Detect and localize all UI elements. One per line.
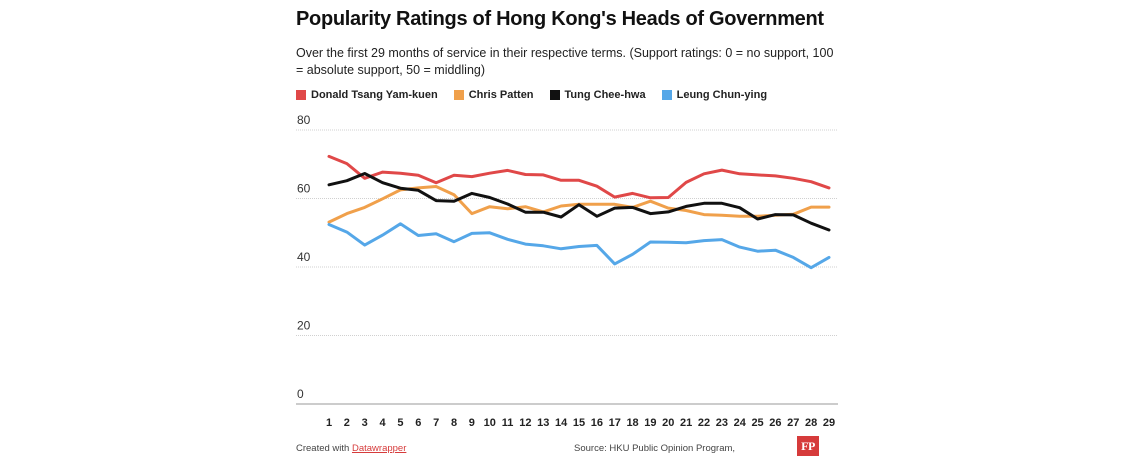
x-tick-label-7: 7 bbox=[433, 417, 439, 429]
x-tick-label-3: 3 bbox=[362, 417, 368, 429]
legend-label-tung-chee-hwa: Tung Chee-hwa bbox=[564, 89, 646, 101]
x-tick-label-9: 9 bbox=[469, 417, 475, 429]
x-tick-label-24: 24 bbox=[734, 417, 747, 429]
legend-swatch-tung-chee-hwa bbox=[549, 90, 560, 100]
x-tick-label-2: 2 bbox=[344, 417, 350, 429]
x-tick-label-19: 19 bbox=[644, 417, 656, 429]
x-tick-label-11: 11 bbox=[502, 417, 514, 429]
footer-source: Source: HKU Public Opinion Program, bbox=[574, 443, 736, 454]
legend-label-donald-tsang: Donald Tsang Yam-kuen bbox=[311, 89, 438, 101]
x-tick-label-18: 18 bbox=[626, 417, 638, 429]
x-tick-label-16: 16 bbox=[591, 417, 603, 429]
x-tick-label-12: 12 bbox=[519, 417, 531, 429]
y-tick-label-40: 40 bbox=[297, 250, 311, 264]
x-tick-label-25: 25 bbox=[751, 417, 763, 429]
datawrapper-link[interactable]: Datawrapper bbox=[351, 443, 407, 454]
x-tick-label-17: 17 bbox=[609, 417, 621, 429]
legend-item-tung-chee-hwa: Tung Chee-hwa bbox=[549, 89, 646, 101]
x-tick-label-14: 14 bbox=[555, 417, 568, 429]
x-tick-label-22: 22 bbox=[698, 417, 710, 429]
created-with-text: Created with bbox=[296, 443, 352, 454]
x-tick-label-1: 1 bbox=[326, 417, 332, 429]
legend-item-donald-tsang: Donald Tsang Yam-kuen bbox=[296, 89, 438, 101]
y-tick-label-0: 0 bbox=[297, 387, 304, 401]
legend-label-chris-patten: Chris Patten bbox=[468, 89, 534, 101]
legend-swatch-leung-chun-ying bbox=[661, 90, 672, 100]
chart-subtitle: Over the first 29 months of service in t… bbox=[296, 46, 834, 77]
x-tick-label-13: 13 bbox=[537, 417, 549, 429]
series-line-leung-chun-ying bbox=[327, 222, 831, 270]
legend-item-leung-chun-ying: Leung Chun-ying bbox=[661, 89, 768, 101]
y-tick-label-60: 60 bbox=[297, 182, 311, 196]
legend-swatch-donald-tsang bbox=[296, 90, 306, 100]
legend-swatch-chris-patten bbox=[453, 90, 464, 100]
footer-created-with: Created with Datawrapper bbox=[296, 443, 406, 454]
chart-legend: Donald Tsang Yam-kuen Chris Patten Tung … bbox=[296, 89, 767, 101]
x-tick-label-10: 10 bbox=[484, 417, 496, 429]
series-line-donald-tsang-yam-kuen bbox=[327, 154, 831, 200]
x-tick-label-26: 26 bbox=[769, 417, 781, 429]
y-tick-label-20: 20 bbox=[297, 319, 311, 333]
x-tick-label-29: 29 bbox=[823, 417, 835, 429]
x-tick-label-20: 20 bbox=[662, 417, 674, 429]
fp-logo: FP bbox=[797, 436, 819, 456]
legend-label-leung-chun-ying: Leung Chun-ying bbox=[676, 89, 768, 101]
x-tick-label-27: 27 bbox=[787, 417, 799, 429]
legend-item-chris-patten: Chris Patten bbox=[453, 89, 534, 101]
x-tick-label-5: 5 bbox=[397, 417, 403, 429]
y-tick-label-80: 80 bbox=[297, 113, 311, 127]
x-tick-label-8: 8 bbox=[451, 417, 457, 429]
x-tick-label-23: 23 bbox=[716, 417, 728, 429]
x-tick-label-4: 4 bbox=[380, 417, 387, 429]
x-tick-label-28: 28 bbox=[805, 417, 817, 429]
x-tick-label-21: 21 bbox=[680, 417, 692, 429]
x-tick-label-6: 6 bbox=[415, 417, 421, 429]
chart-title: Popularity Ratings of Hong Kong's Heads … bbox=[296, 8, 824, 30]
x-tick-label-15: 15 bbox=[573, 417, 585, 429]
series-line-tung-chee-hwa bbox=[327, 172, 831, 232]
